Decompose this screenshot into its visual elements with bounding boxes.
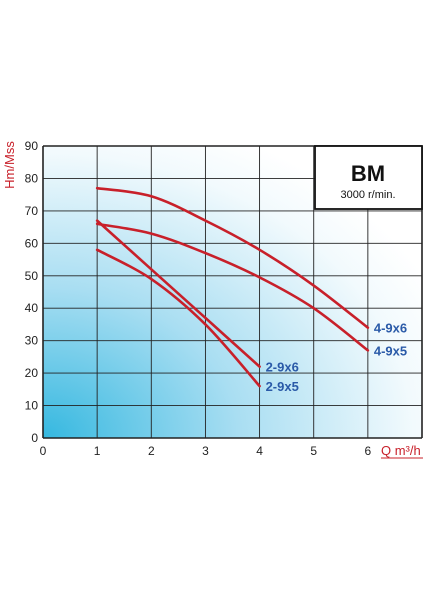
x-tick-label: 0 <box>40 444 47 458</box>
y-tick-label: 70 <box>25 204 39 218</box>
series-line-2-9x6 <box>95 219 261 368</box>
y-tick-label: 20 <box>25 366 39 380</box>
y-tick-label: 40 <box>25 301 39 315</box>
x-axis-label: Q m³/h <box>381 443 421 458</box>
x-tick-label: 4 <box>256 444 263 458</box>
series-line-2-9x5 <box>95 248 261 388</box>
y-tick-label: 80 <box>25 171 39 185</box>
y-tick-label: 30 <box>25 334 39 348</box>
series-labels: 4-9x6 4-9x5 2-9x6 2-9x5 <box>266 321 408 394</box>
series-line-4-9x5 <box>95 222 370 352</box>
series-label-2-9x5: 2-9x5 <box>266 379 299 394</box>
y-tick-label: 0 <box>31 431 38 445</box>
x-tick-label: 1 <box>94 444 101 458</box>
x-tick-label: 3 <box>202 444 209 458</box>
y-tick-label: 60 <box>25 236 39 250</box>
x-tick-label: 2 <box>148 444 155 458</box>
series-label-2-9x6: 2-9x6 <box>266 360 299 375</box>
title-box <box>314 145 423 210</box>
series-label-4-9x6: 4-9x6 <box>374 321 407 336</box>
y-tick-label: 90 <box>25 139 39 153</box>
y-tick-label: 10 <box>25 399 39 413</box>
series-line-4-9x6 <box>95 186 370 329</box>
x-tick-label: 5 <box>310 444 317 458</box>
chart-title: BM <box>351 161 385 186</box>
x-tick-label: 6 <box>365 444 372 458</box>
y-tick-label: 50 <box>25 269 39 283</box>
chart-subtitle: 3000 r/min. <box>340 189 395 201</box>
series-label-4-9x5: 4-9x5 <box>374 343 407 358</box>
curves <box>95 186 370 388</box>
y-axis-label: Hm/Mss <box>2 141 17 189</box>
